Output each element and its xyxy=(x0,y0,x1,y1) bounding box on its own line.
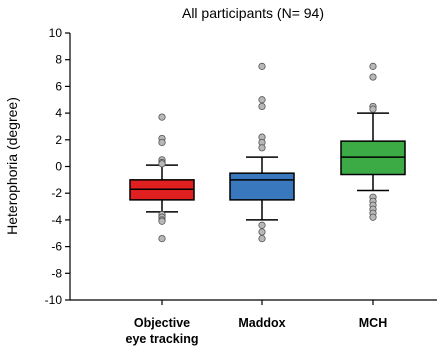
y-tick-label: -10 xyxy=(45,293,63,307)
y-tick-label: -6 xyxy=(51,240,62,254)
y-tick-label: 0 xyxy=(55,160,62,174)
outlier-point xyxy=(369,213,377,221)
y-tick-label: 4 xyxy=(55,106,62,120)
y-tick-label: -4 xyxy=(51,213,62,227)
outlier-point xyxy=(258,144,266,152)
y-tick-label: 10 xyxy=(49,26,63,40)
outlier-point xyxy=(258,62,266,70)
outlier-point xyxy=(158,160,166,168)
y-tick-label: 6 xyxy=(55,79,62,93)
x-tick-label: MCH xyxy=(359,316,387,330)
y-axis-label: Heterophoria (degree) xyxy=(4,97,20,235)
y-tick-label: 8 xyxy=(55,53,62,67)
outlier-point xyxy=(258,228,266,236)
y-tick-label: -2 xyxy=(51,186,62,200)
outlier-point xyxy=(158,138,166,147)
outlier-point xyxy=(369,105,377,113)
outlier-point xyxy=(258,234,266,243)
x-tick-label: Objective eye tracking xyxy=(126,316,199,346)
outlier-point xyxy=(258,102,266,111)
outlier-point xyxy=(258,96,266,104)
box xyxy=(229,172,295,201)
x-tick-label: Maddox xyxy=(238,316,285,330)
outlier-point xyxy=(369,62,377,70)
outlier-point xyxy=(158,217,166,225)
outlier-point xyxy=(158,234,166,243)
outlier-point xyxy=(258,221,266,229)
chart-title: All participants (N= 94) xyxy=(182,5,324,21)
outlier-point xyxy=(369,73,377,81)
plot-area: -10 -8 -6 -4 -2 0 2 4 6 8 10 Objective eye tracking M… xyxy=(45,26,437,346)
y-tick-label: -8 xyxy=(51,266,62,280)
y-tick-label: 2 xyxy=(55,133,62,147)
outlier-point xyxy=(158,113,166,121)
